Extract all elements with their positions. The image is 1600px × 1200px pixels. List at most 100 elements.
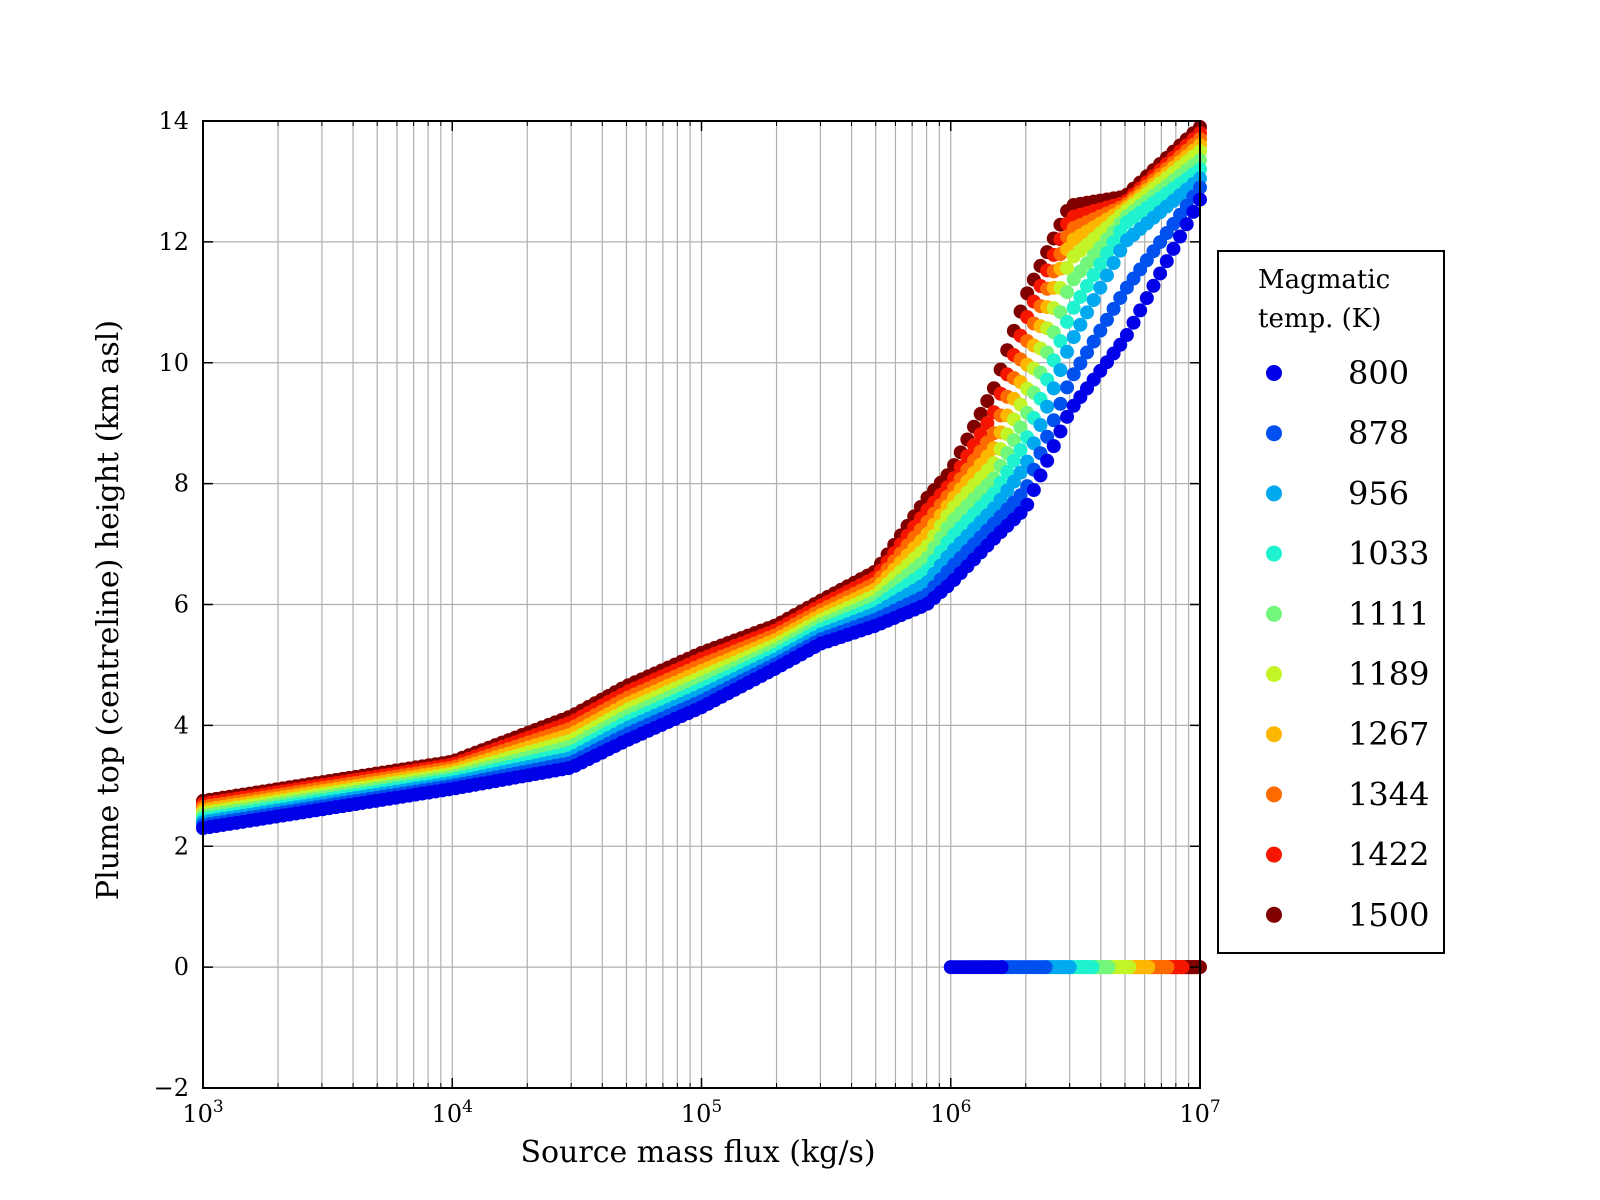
data-point-800: [1159, 254, 1174, 269]
legend-marker: [1266, 666, 1282, 682]
data-point-956: [1106, 256, 1121, 271]
data-point-1033: [1086, 268, 1101, 283]
zero-point-1267: [1141, 960, 1156, 975]
y-tick-label: 10: [158, 349, 189, 377]
legend-marker: [1266, 485, 1282, 502]
zero-point-1344: [1160, 960, 1175, 975]
data-point-800: [1040, 453, 1055, 468]
y-tick-label: 12: [158, 228, 189, 256]
x-tick-label-base: 10: [182, 1100, 213, 1128]
legend-label: 1111: [1348, 595, 1429, 633]
data-point-956: [1013, 465, 1028, 480]
legend-entry-1189: 1189: [1266, 655, 1429, 693]
data-point-956: [1086, 293, 1101, 308]
data-point-956: [1113, 243, 1128, 258]
x-tick-label-base: 10: [930, 1100, 961, 1128]
legend-label: 956: [1348, 474, 1409, 512]
data-point-1033: [1013, 442, 1028, 457]
y-tick-label: 4: [174, 711, 189, 739]
data-point-956: [1080, 305, 1095, 320]
legend-title-line-2: temp. (K): [1258, 304, 1381, 334]
x-tick-label: 103: [182, 1097, 223, 1128]
y-tick-label: 2: [174, 832, 189, 860]
legend-entry-1344: 1344: [1266, 775, 1429, 813]
data-point-956: [1053, 363, 1068, 378]
data-point-878: [1073, 356, 1088, 371]
data-point-800: [1060, 409, 1075, 424]
data-point-878: [1106, 301, 1121, 316]
scatter-points: [196, 120, 1207, 975]
data-point-956: [1046, 381, 1061, 396]
data-point-878: [1066, 367, 1081, 382]
data-point-800: [1153, 266, 1168, 281]
zero-point-1189: [1122, 960, 1137, 975]
data-point-956: [1033, 418, 1048, 433]
data-point-800: [1133, 303, 1148, 318]
y-tick-label: −2: [154, 1074, 189, 1102]
zero-point-878: [1038, 960, 1053, 975]
data-point-1189: [1060, 260, 1075, 275]
data-point-800: [1173, 229, 1188, 244]
data-point-956: [1066, 330, 1081, 345]
legend-label: 878: [1348, 414, 1409, 452]
data-point-956: [1073, 317, 1088, 332]
legend-label: 1422: [1348, 836, 1429, 874]
data-point-1033: [1093, 257, 1108, 272]
x-tick-label: 107: [1179, 1097, 1220, 1128]
x-tick-label-base: 10: [432, 1100, 463, 1128]
data-point-1033: [1073, 289, 1088, 304]
data-point-800: [1119, 328, 1134, 343]
data-point-800: [1046, 439, 1061, 454]
legend-label: 1267: [1348, 715, 1429, 753]
data-point-1422: [980, 416, 995, 431]
data-point-1033: [1060, 314, 1075, 329]
data-point-800: [1113, 337, 1128, 352]
data-point-878: [1099, 312, 1114, 327]
zero-point-800: [994, 960, 1009, 975]
legend-entry-800: 800: [1266, 354, 1409, 392]
legend-entry-1500: 1500: [1266, 896, 1429, 934]
data-point-800: [1146, 278, 1161, 293]
y-tick-label: 8: [174, 470, 189, 498]
x-axis-title: Source mass flux (kg/s): [520, 1135, 875, 1170]
legend-box: [1217, 250, 1445, 954]
data-point-1500: [980, 394, 995, 409]
data-point-800: [1053, 424, 1068, 439]
x-tick-label-base: 10: [1179, 1100, 1210, 1128]
data-point-956: [1026, 436, 1041, 451]
data-point-878: [1046, 413, 1061, 428]
y-tick-label: 6: [174, 591, 189, 619]
zero-point-956: [1062, 960, 1077, 975]
data-point-956: [1060, 344, 1075, 359]
x-tick-label: 105: [681, 1097, 722, 1128]
legend-entry-1033: 1033: [1266, 535, 1429, 573]
data-point-800: [1186, 204, 1201, 219]
legend-entry-1267: 1267: [1266, 715, 1429, 753]
x-tick-label-exponent: 5: [711, 1097, 722, 1117]
legend-entry-1111: 1111: [1266, 595, 1429, 633]
x-tick-label-exponent: 6: [961, 1097, 972, 1117]
data-point-800: [1179, 217, 1194, 232]
data-point-878: [1060, 380, 1075, 395]
legend-title-line-1: Magmatic: [1258, 265, 1390, 295]
y-axis-title: Plume top (centreline) height (km asl): [91, 320, 126, 900]
x-tick-label-exponent: 4: [462, 1097, 473, 1117]
data-point-1111: [1060, 285, 1075, 300]
legend-marker: [1266, 846, 1282, 863]
data-point-800: [1020, 497, 1035, 512]
zero-point-1033: [1085, 960, 1100, 975]
data-point-878: [1086, 334, 1101, 349]
zero-point-1111: [1101, 960, 1116, 975]
x-tick-label-base: 10: [681, 1100, 712, 1128]
legend-label: 1500: [1348, 896, 1429, 934]
legend-marker: [1266, 545, 1282, 562]
data-point-800: [1033, 468, 1048, 483]
data-point-800: [1166, 241, 1181, 256]
data-point-878: [1080, 345, 1095, 360]
data-point-956: [1099, 268, 1114, 283]
data-point-1033: [1080, 278, 1095, 293]
data-point-1033: [1006, 453, 1021, 468]
x-tick-label-exponent: 3: [213, 1097, 224, 1117]
